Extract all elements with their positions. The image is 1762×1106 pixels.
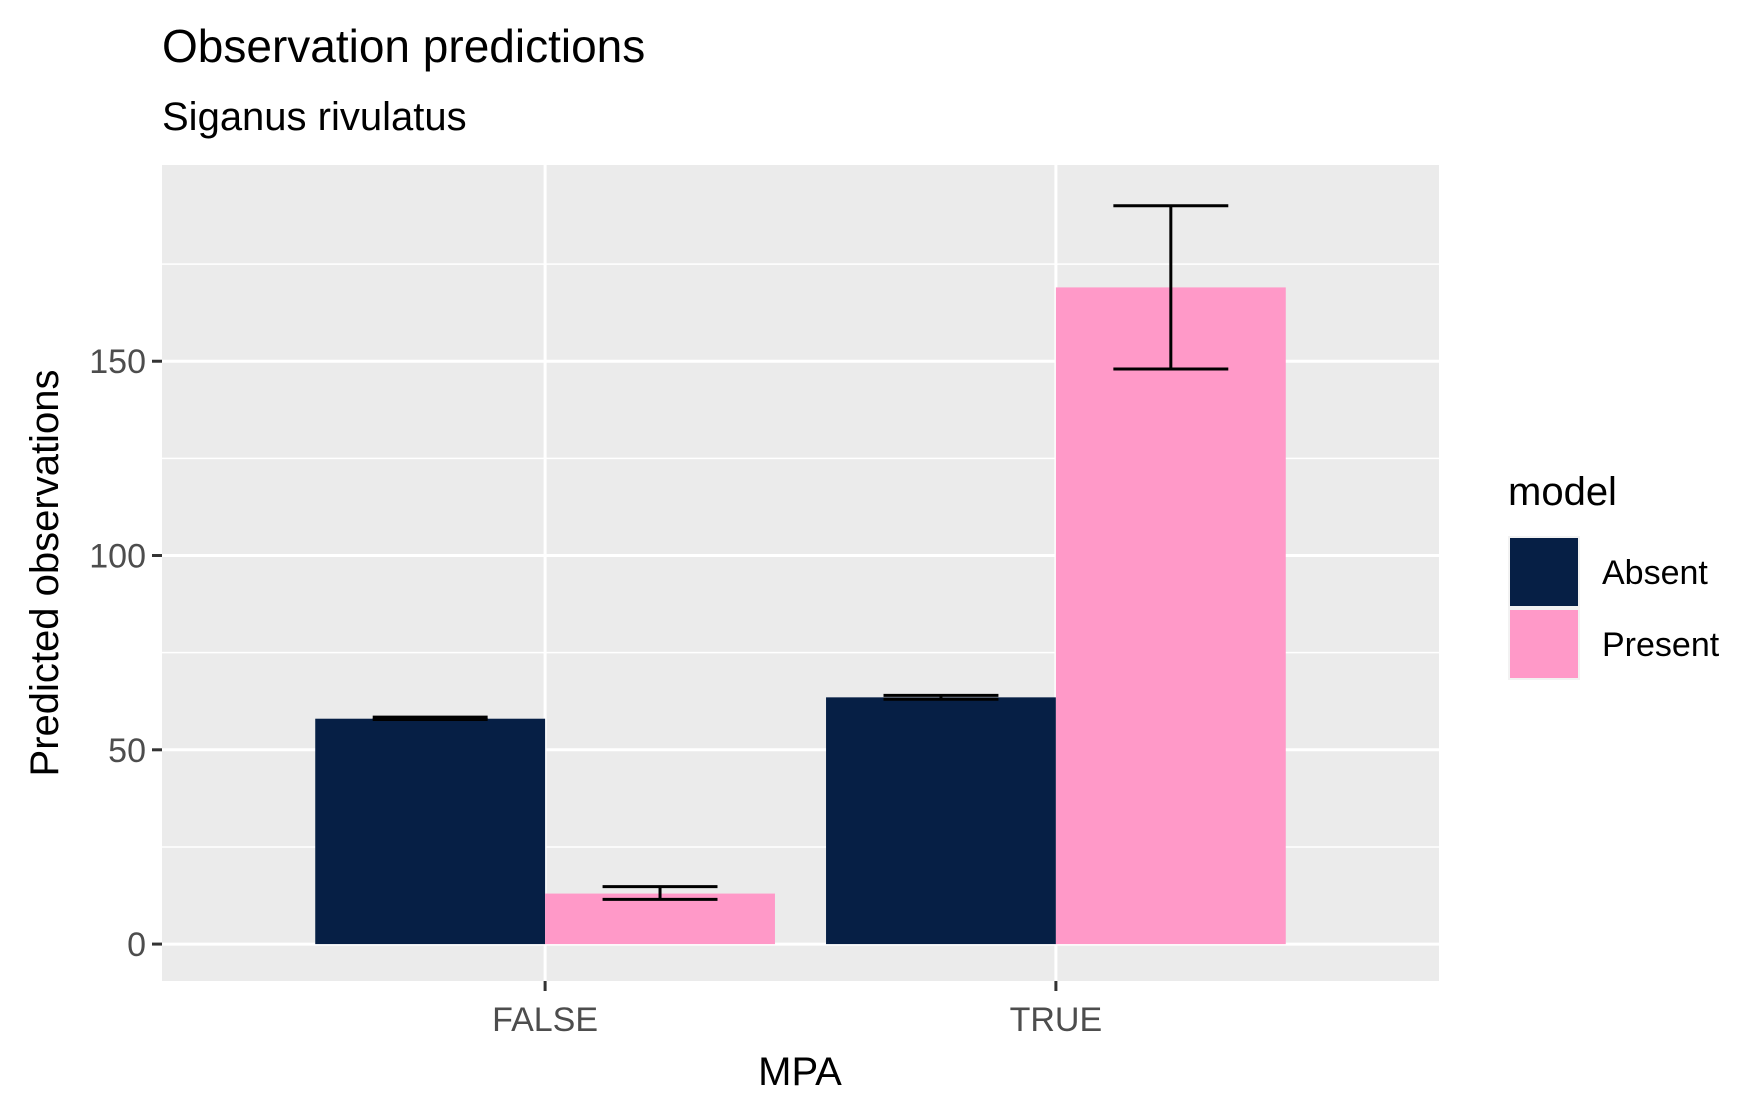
y-tick-label: 150 — [89, 343, 146, 381]
legend-swatch-present — [1510, 610, 1578, 678]
legend-label-present: Present — [1602, 626, 1720, 664]
y-axis: 0 50 100 150 — [89, 343, 162, 964]
x-tick-label: TRUE — [1010, 1001, 1103, 1039]
bars — [315, 287, 1286, 945]
chart-subtitle: Siganus rivulatus — [162, 95, 467, 139]
bar-present-true — [1055, 287, 1286, 945]
y-tick-label: 100 — [89, 538, 146, 576]
legend-swatch-absent — [1510, 538, 1578, 606]
bar-absent-true — [826, 697, 1056, 945]
legend: model Absent Present — [1508, 470, 1720, 680]
x-axis: FALSE TRUE — [492, 981, 1102, 1039]
x-tick-label: FALSE — [492, 1001, 598, 1039]
y-tick-label: 0 — [127, 926, 146, 964]
x-axis-title: MPA — [758, 1050, 842, 1094]
error-bars — [372, 204, 1229, 901]
legend-title: model — [1508, 470, 1617, 514]
legend-label-absent: Absent — [1602, 554, 1708, 592]
y-tick-label: 50 — [108, 732, 146, 770]
bar-absent-false — [315, 718, 546, 945]
chart-title: Observation predictions — [162, 20, 645, 72]
bar-present-false — [545, 893, 775, 945]
y-axis-title: Predicted observations — [23, 370, 67, 777]
